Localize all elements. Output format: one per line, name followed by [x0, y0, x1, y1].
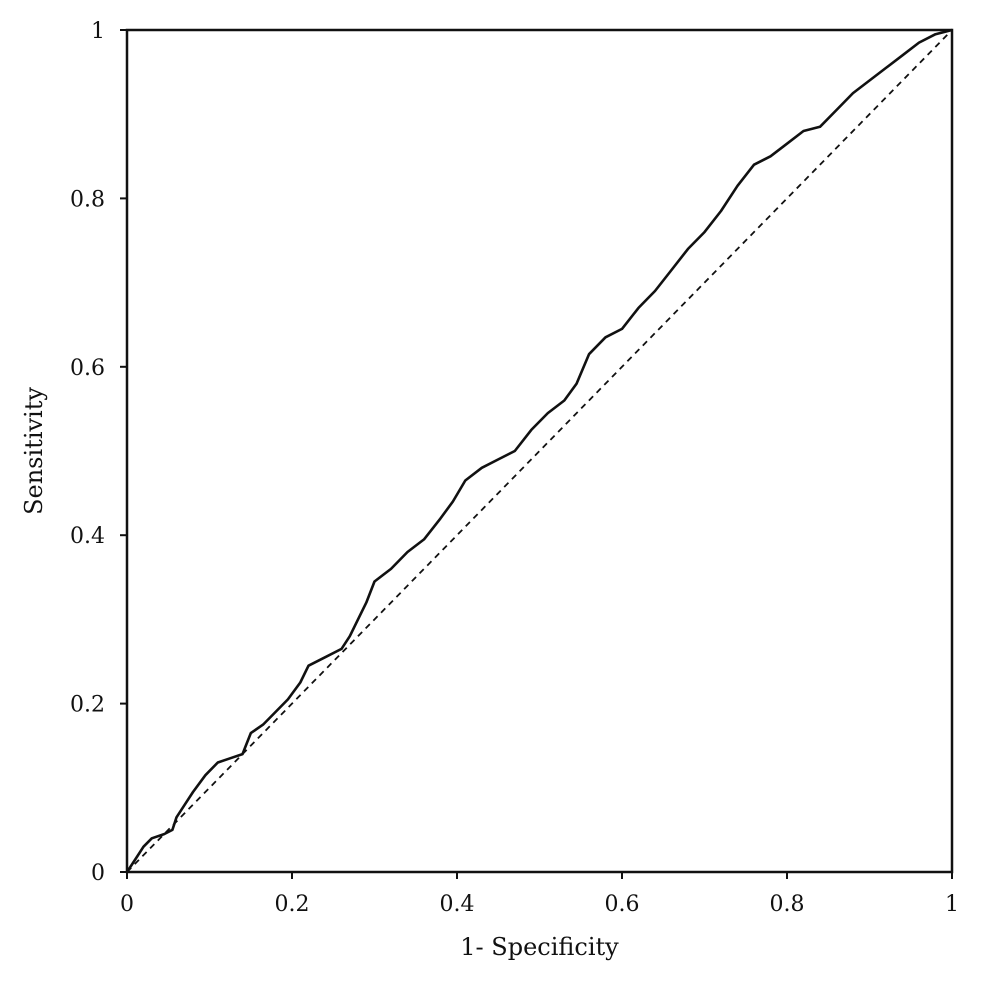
- x-tick-label: 0.8: [770, 892, 805, 917]
- x-tick-label: 0: [120, 892, 134, 917]
- reference-diagonal-line: [126, 29, 953, 873]
- x-tick-label: 1: [945, 892, 959, 917]
- y-tick-label: 1: [91, 19, 105, 44]
- x-tick-label: 0.6: [605, 892, 640, 917]
- y-tick-label: 0.8: [70, 187, 105, 212]
- axis-ticks: 0 0.2 0.4 0.6 0.8 1 0 0.2 0.4 0.6 0.8 1: [70, 19, 959, 917]
- plot-area: [125, 28, 954, 874]
- y-tick-label: 0.4: [70, 524, 105, 549]
- roc-curve: [125, 28, 953, 873]
- x-tick-label: 0.2: [275, 892, 310, 917]
- x-axis-title: 1- Specificity: [460, 933, 619, 961]
- x-tick-label: 0.4: [440, 892, 475, 917]
- y-tick-label: 0.2: [70, 693, 105, 718]
- y-tick-label: 0.6: [70, 356, 105, 381]
- plot-frame: [125, 28, 954, 874]
- y-axis-title: Sensitivity: [20, 387, 48, 515]
- y-tick-label: 0: [91, 861, 105, 886]
